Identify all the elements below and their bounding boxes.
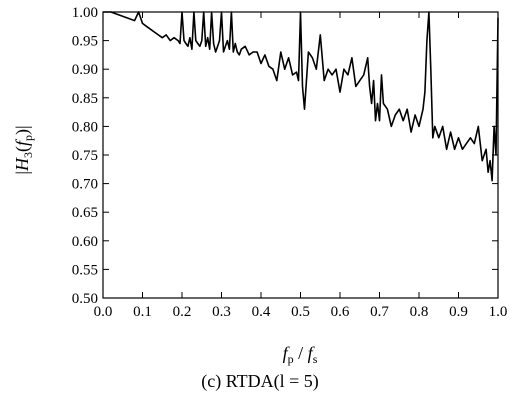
data-layer [103,11,499,182]
x-axis-label: fp / fs [283,343,318,366]
axes-frame [102,11,499,299]
x-tick-label: 0.0 [94,304,113,320]
y-tick-label: 0.85 [72,91,98,107]
y-tick-label: 1.00 [72,5,98,21]
x-tick-label: 0.1 [133,304,152,320]
plot-frame [102,11,499,299]
y-tick-label: 0.50 [72,291,98,307]
y-tick-label: 0.90 [72,62,98,78]
y-tick-label: 0.70 [72,177,98,193]
x-tick-label: 0.4 [252,304,271,320]
x-tick-label: 0.9 [449,304,468,320]
line-chart: 0.0 0.1 0.2 0.3 0.4 0.5 0.6 0.7 0.8 0.9 1.0 0.50 0.5… [12,5,508,366]
x-tick-label: 0.6 [331,304,350,320]
y-tick-label: 0.75 [72,148,98,164]
x-tick-label: 1.0 [489,304,508,320]
x-tick-label: 0.8 [410,304,429,320]
y-tick-label: 0.55 [72,262,98,278]
x-tick-label: 0.3 [212,304,231,320]
ticks-layer: 0.0 0.1 0.2 0.3 0.4 0.5 0.6 0.7 0.8 0.9 1.0 0.50 0.5… [72,5,508,320]
y-tick-label: 0.65 [72,205,98,221]
y-tick-label: 0.60 [72,234,98,250]
x-tick-label: 0.2 [173,304,192,320]
y-tick-label: 0.95 [72,34,98,50]
figure-caption: (c) RTDA(l = 5) [201,371,319,391]
x-tick-label: 0.7 [370,304,389,320]
x-tick-label: 0.5 [291,304,310,320]
y-tick-label: 0.80 [72,119,98,135]
series-line [103,11,499,182]
y-axis-label: |H3(fp)| [12,125,35,174]
